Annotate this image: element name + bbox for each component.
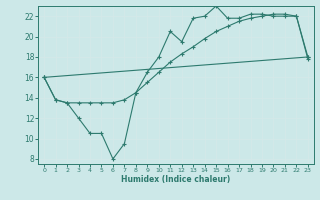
X-axis label: Humidex (Indice chaleur): Humidex (Indice chaleur) — [121, 175, 231, 184]
